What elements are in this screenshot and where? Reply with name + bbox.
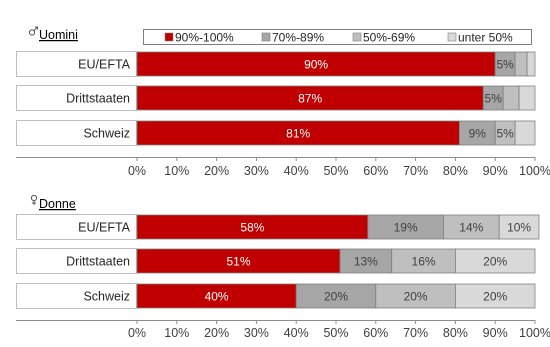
data-label: 5%	[496, 58, 514, 72]
data-label: 9%	[469, 127, 487, 141]
category-box	[16, 283, 137, 309]
category-label-eu-efta: EU/EFTA	[78, 221, 131, 235]
data-label: 20%	[324, 290, 348, 304]
x-tick-label: 10%	[164, 164, 189, 178]
x-tick-label: 100%	[519, 164, 550, 178]
chart-panel-uomini: Uomini EU/EFTA 90% 5% Drittstaaten 87% 5% Schwe…	[16, 26, 550, 178]
bar-schweiz-unter-50	[454, 283, 536, 309]
legend-box	[143, 29, 532, 45]
legend-swatch-70-89	[261, 32, 271, 42]
x-tick-label: 50%	[323, 164, 348, 178]
bar-eu-efta-unter-50	[526, 51, 536, 77]
bar-schweiz-50-69	[375, 283, 456, 309]
legend-swatch-unter-50	[447, 32, 457, 42]
data-label: 5%	[496, 127, 514, 141]
panel-title-uomini: Uomini	[39, 28, 78, 42]
data-label: 40%	[205, 290, 229, 304]
data-label: 20%	[483, 255, 507, 269]
bar-schweiz-unter-50	[514, 120, 536, 146]
bar-drittstaaten-70-89	[339, 248, 393, 274]
data-label: 58%	[240, 221, 264, 235]
x-tick-label: 100%	[519, 326, 550, 340]
x-tick-label: 40%	[284, 326, 309, 340]
data-label: 20%	[404, 290, 428, 304]
x-tick-label: 20%	[204, 164, 229, 178]
bar-eu-efta-90-100	[136, 51, 496, 77]
data-label: 10%	[507, 221, 531, 235]
data-label: 13%	[354, 255, 378, 269]
legend-label-90-100: 90%-100%	[175, 31, 234, 45]
legend-label-70-89: 70%-89%	[272, 31, 324, 45]
bar-eu-efta-unter-50	[498, 214, 540, 240]
bar-drittstaaten-50-69	[391, 248, 456, 274]
category-label-schweiz: Schweiz	[83, 127, 130, 141]
data-label: 81%	[286, 127, 310, 141]
category-label-schweiz: Schweiz	[83, 290, 130, 304]
category-box	[16, 248, 137, 274]
data-label: 51%	[226, 255, 250, 269]
x-tick-label: 60%	[363, 326, 388, 340]
bar-schweiz-90-100	[136, 120, 460, 146]
bar-schweiz-70-89	[295, 283, 377, 309]
x-tick-label: 30%	[244, 164, 269, 178]
x-tick-label: 0%	[128, 164, 146, 178]
panel-title-donne: Donne	[39, 197, 76, 211]
x-tick-label: 10%	[164, 326, 189, 340]
bar-drittstaaten-50-69	[502, 85, 520, 111]
category-label-eu-efta: EU/EFTA	[78, 58, 131, 72]
legend-swatch-50-69	[352, 32, 362, 42]
legend: 90%-100% 70%-89% 50%-69% unter 50%	[143, 29, 532, 45]
data-label: 90%	[304, 58, 328, 72]
bar-eu-efta-50-69	[443, 214, 500, 240]
data-label: 5%	[485, 92, 503, 106]
bar-eu-efta-90-100	[136, 214, 369, 240]
data-label: 14%	[459, 221, 483, 235]
x-tick-label: 60%	[363, 164, 388, 178]
data-label: 19%	[394, 221, 418, 235]
bar-drittstaaten-unter-50	[518, 85, 536, 111]
x-tick-label: 70%	[403, 326, 428, 340]
data-label: 20%	[483, 290, 507, 304]
legend-label-unter-50: unter 50%	[458, 31, 513, 45]
bar-drittstaaten-unter-50	[454, 248, 536, 274]
x-tick-label: 20%	[204, 326, 229, 340]
male-symbol-icon	[28, 26, 38, 36]
x-tick-label: 30%	[244, 326, 269, 340]
x-tick-label: 90%	[483, 164, 508, 178]
category-box	[16, 85, 137, 111]
x-tick-label: 0%	[128, 326, 146, 340]
legend-swatch-90-100	[164, 32, 174, 42]
x-tick-label: 70%	[403, 164, 428, 178]
category-box	[16, 214, 137, 240]
data-label: 16%	[412, 255, 436, 269]
bar-drittstaaten-90-100	[136, 85, 484, 111]
bar-drittstaaten-90-100	[136, 248, 341, 274]
category-box	[16, 51, 137, 77]
category-label-drittstaaten: Drittstaaten	[66, 255, 130, 269]
bar-eu-efta-70-89	[367, 214, 444, 240]
bar-schweiz-70-89	[458, 120, 496, 146]
data-label: 87%	[298, 92, 322, 106]
x-tick-label: 90%	[483, 326, 508, 340]
bar-schweiz-90-100	[136, 283, 297, 309]
category-box	[16, 120, 137, 146]
x-tick-label: 50%	[323, 326, 348, 340]
legend-label-50-69: 50%-69%	[363, 31, 415, 45]
bar-eu-efta-50-69	[514, 51, 528, 77]
x-tick-label: 80%	[443, 326, 468, 340]
female-symbol-icon	[30, 194, 38, 205]
x-tick-label: 80%	[443, 164, 468, 178]
x-tick-label: 40%	[284, 164, 309, 178]
category-label-drittstaaten: Drittstaaten	[66, 92, 130, 106]
